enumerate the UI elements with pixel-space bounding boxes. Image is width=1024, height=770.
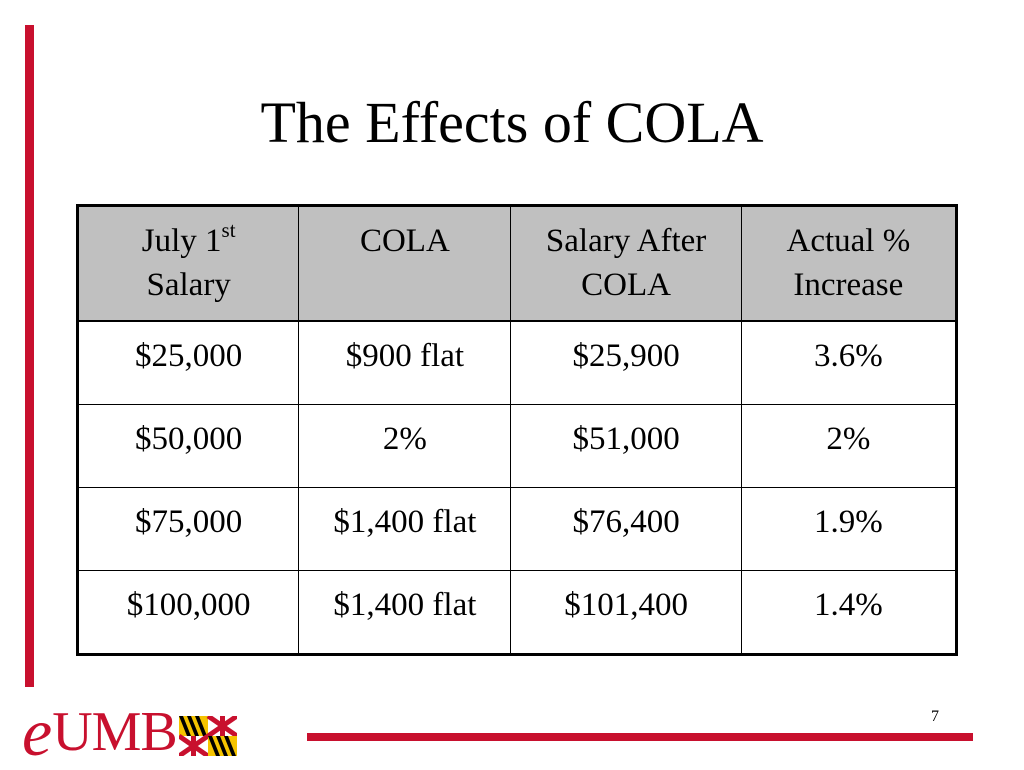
table-cell: $25,000 xyxy=(76,320,300,405)
eumb-logo: e UMB xyxy=(22,694,237,770)
left-accent-bar xyxy=(25,25,34,687)
table-cell: 3.6% xyxy=(740,320,958,405)
table-cell: $100,000 xyxy=(76,570,300,655)
table-cell: $51,000 xyxy=(510,404,742,488)
header-actual-increase: Actual % Increase xyxy=(740,205,958,322)
table-row: $75,000 $1,400 flat $76,400 1.9% xyxy=(76,487,958,571)
logo-name: UMB xyxy=(52,701,178,763)
table-cell: 2% xyxy=(740,404,958,488)
table-cell: $1,400 flat xyxy=(298,570,512,655)
table-cell: $101,400 xyxy=(510,570,742,655)
header-july-salary: July 1st Salary xyxy=(76,205,300,322)
page-number: 7 xyxy=(931,708,939,725)
table-cell: $50,000 xyxy=(76,404,300,488)
table-row: $100,000 $1,400 flat $101,400 1.4% xyxy=(76,570,958,655)
header-cola: COLA xyxy=(298,205,512,322)
logo-prefix: e xyxy=(22,694,53,770)
slide-title: The Effects of COLA xyxy=(260,90,764,155)
table-cell: $900 flat xyxy=(298,320,512,405)
table-header-row: July 1st Salary COLA Salary After COLA Act… xyxy=(76,205,958,322)
table-row: $50,000 2% $51,000 2% xyxy=(76,404,958,488)
cola-table: July 1st Salary COLA Salary After COLA Act… xyxy=(76,204,958,656)
header-salary-after-cola: Salary After COLA xyxy=(510,205,742,322)
table-cell: $25,900 xyxy=(510,320,742,405)
table-cell: 1.4% xyxy=(740,570,958,655)
table-row: $25,000 $900 flat $25,900 3.6% xyxy=(76,320,958,405)
bottom-accent-bar xyxy=(307,733,973,741)
table-cell: $1,400 flat xyxy=(298,487,512,571)
maryland-flag-icon xyxy=(178,716,237,756)
table-cell: 2% xyxy=(298,404,512,488)
table-cell: $76,400 xyxy=(510,487,742,571)
table-cell: $75,000 xyxy=(76,487,300,571)
table-cell: 1.9% xyxy=(740,487,958,571)
